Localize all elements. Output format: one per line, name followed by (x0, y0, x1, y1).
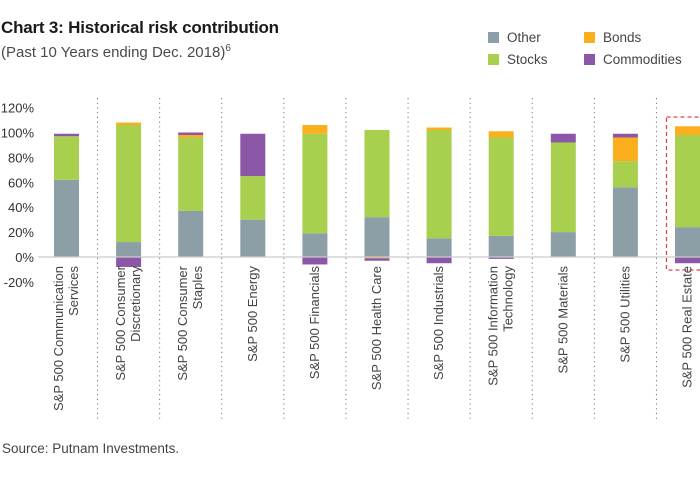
y-tick-label: 60% (8, 175, 34, 190)
bar-segment-commodities (550, 133, 576, 143)
y-tick-label: 0% (15, 250, 34, 265)
bar-segment-other (116, 242, 142, 257)
category-label: S&P 500 Communication (51, 266, 66, 411)
bar-segment-commodities (488, 257, 514, 259)
category-label: Services (66, 266, 81, 316)
y-tick-label: 120% (1, 101, 35, 116)
bar-segment-other (240, 219, 266, 257)
bar-segment-bonds (426, 127, 452, 131)
bar-segment-commodities (612, 133, 638, 138)
bar-segment-bonds (302, 125, 328, 134)
y-tick-label: 100% (1, 126, 35, 141)
category-label: S&P 500 Energy (245, 266, 260, 362)
legend-label-bonds: Bonds (603, 30, 642, 45)
legend-swatch-other (488, 32, 499, 43)
bar-segment-other (364, 217, 390, 257)
bar-segment-other (612, 187, 638, 257)
bar-segment-other (550, 232, 576, 257)
category-label: S&P 500 Industrials (431, 266, 446, 380)
bar-segment-commodities (364, 258, 390, 261)
bar-segment-other (54, 179, 79, 257)
category-label: S&P 500 Real Estate (680, 266, 695, 388)
bar-segment-commodities (675, 257, 700, 264)
bar-segment-commodities (240, 133, 266, 177)
bar-segment-stocks (675, 134, 700, 228)
y-tick-label: -20% (4, 275, 35, 290)
legend-swatch-commodities (584, 54, 595, 65)
chart-subtitle: (Past 10 Years ending Dec. 2018)6 (1, 43, 231, 61)
bar-segment-bonds (116, 122, 142, 126)
bar-segment-other (675, 227, 700, 257)
category-label: S&P 500 Information (486, 266, 501, 386)
bar-segment-commodities (426, 257, 452, 264)
legend-item-bonds: Bonds (584, 30, 641, 45)
chart-title: Chart 3: Historical risk contribution (1, 18, 279, 37)
category-label: Staples (190, 266, 205, 310)
bar-segment-commodities (178, 132, 204, 135)
legend-label-stocks: Stocks (507, 52, 548, 67)
category-label: Discretionary (128, 266, 143, 342)
legend: Other Bonds Stocks Commodities (488, 30, 700, 74)
bar-segment-other (178, 210, 204, 257)
bar-segment-commodities (302, 257, 328, 265)
category-label: S&P 500 Materials (555, 266, 570, 374)
bar-segment-stocks (550, 142, 576, 233)
bar-segment-commodities (54, 133, 79, 137)
legend-swatch-stocks (488, 54, 499, 65)
bar-segment-stocks (488, 137, 514, 236)
legend-swatch-bonds (584, 32, 595, 43)
category-label: S&P 500 Financials (307, 266, 322, 380)
y-tick-label: 20% (8, 225, 34, 240)
y-tick-label: 80% (8, 150, 34, 165)
footnote-marker: 6 (225, 43, 231, 54)
bar-segment-stocks (116, 125, 142, 243)
category-label: Technology (501, 266, 516, 332)
category-label: S&P 500 Consumer (113, 265, 128, 380)
bar-segment-bonds (364, 257, 390, 259)
bar-segment-stocks (54, 136, 79, 180)
bar-segment-other (302, 233, 328, 257)
bar-segment-commodities (116, 257, 142, 267)
y-tick-label: 40% (8, 200, 34, 215)
bar-segment-bonds (178, 134, 204, 138)
bar-segment-bonds (675, 126, 700, 135)
bar-segment-bonds (612, 137, 638, 162)
legend-item-commodities: Commodities (584, 52, 682, 67)
legend-item-other: Other (488, 30, 541, 45)
bar-segment-stocks (612, 161, 638, 188)
category-label: S&P 500 Utilities (617, 266, 632, 363)
bar-segment-stocks (426, 130, 452, 239)
highlight-box (665, 116, 700, 271)
legend-item-stocks: Stocks (488, 52, 548, 67)
bar-segment-stocks (364, 130, 390, 218)
bar-segment-bonds (488, 131, 514, 138)
bar-segment-other (488, 235, 514, 257)
category-label: S&P 500 Consumer (175, 265, 190, 380)
category-label: S&P 500 Health Care (369, 266, 384, 390)
legend-label-other: Other (507, 30, 541, 45)
legend-label-commodities: Commodities (603, 52, 682, 67)
source-note: Source: Putnam Investments. (2, 441, 180, 456)
bar-segment-stocks (240, 176, 266, 220)
bar-segment-stocks (302, 133, 328, 234)
bar-segment-other (426, 238, 452, 257)
bar-segment-stocks (178, 137, 204, 211)
subtitle-text: (Past 10 Years ending Dec. 2018) (1, 44, 226, 61)
